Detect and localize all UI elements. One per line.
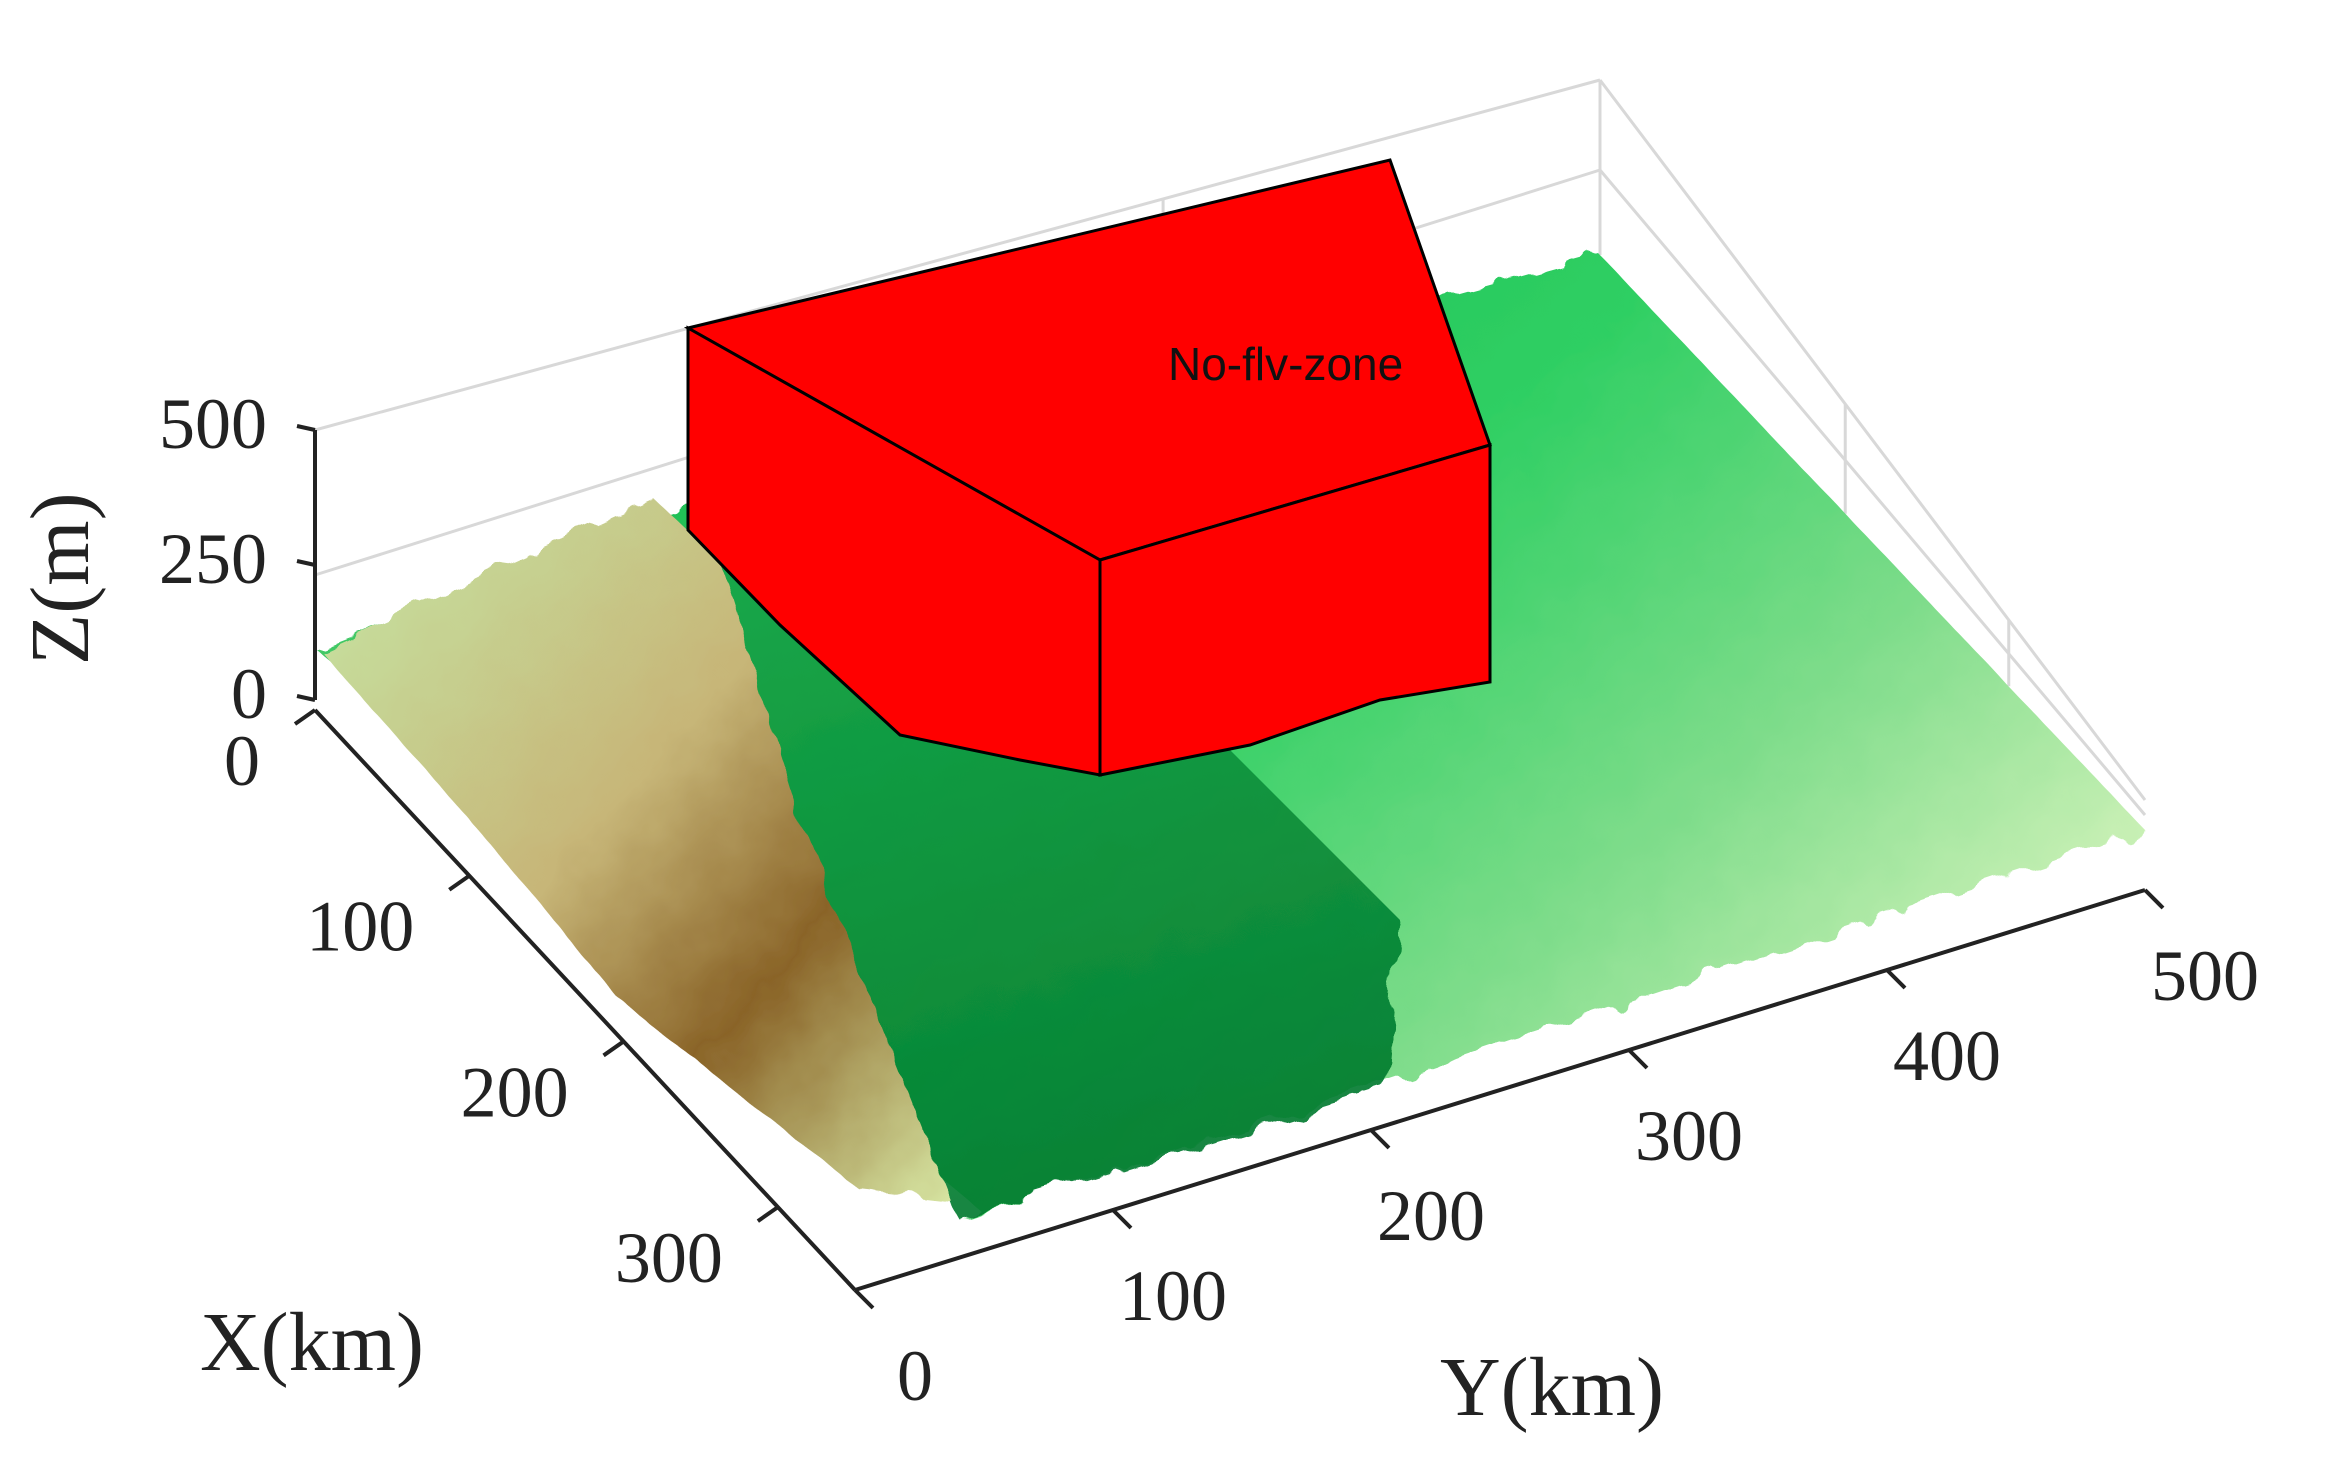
grid-line bbox=[314, 78, 1601, 432]
y-axis-tick-mark bbox=[1885, 968, 1907, 990]
x-axis-tick-mark bbox=[756, 1205, 780, 1223]
no-fly-zone-label: No-flv-zone bbox=[1168, 338, 1403, 390]
y-axis-tick-mark bbox=[1627, 1048, 1649, 1070]
y-axis-tick-label: 500 bbox=[2151, 936, 2259, 1016]
y-axis-tick-mark bbox=[1111, 1208, 1133, 1230]
z-axis-tick-mark bbox=[296, 694, 316, 702]
y-axis-line bbox=[854, 888, 2146, 1292]
z-axis-title: Z(m) bbox=[14, 492, 107, 665]
axes bbox=[293, 424, 2165, 1310]
z-axis-tick-mark bbox=[296, 424, 316, 432]
x-axis-line bbox=[313, 708, 857, 1292]
y-axis-tick-label: 400 bbox=[1893, 1016, 2001, 1096]
x-axis-tick-label: 0 bbox=[224, 721, 260, 801]
y-axis-title: Y(km) bbox=[1440, 1341, 1664, 1434]
z-axis-ticks: 0 250 500 bbox=[159, 384, 267, 734]
y-axis-tick-label: 100 bbox=[1119, 1256, 1227, 1336]
x-axis-ticks: 0 100 200 300 bbox=[224, 721, 723, 1298]
x-axis-tick-mark bbox=[448, 874, 471, 892]
z-axis-tick-label: 250 bbox=[159, 519, 267, 599]
x-axis-tick-label: 200 bbox=[461, 1052, 569, 1132]
y-axis-tick-label: 200 bbox=[1377, 1176, 1485, 1256]
y-axis-ticks: 0 100 200 300 400 500 bbox=[897, 936, 2259, 1416]
no-fly-zone-right-face bbox=[1098, 442, 1492, 777]
x-axis-tick-mark bbox=[293, 708, 317, 726]
y-axis-tick-mark bbox=[1369, 1128, 1391, 1150]
z-axis-tick-mark bbox=[296, 559, 316, 567]
grid-line bbox=[1598, 169, 2147, 816]
terrain-ridge bbox=[320, 500, 950, 1200]
x-axis-tick-mark bbox=[602, 1039, 625, 1058]
x-axis-tick-label: 100 bbox=[306, 887, 414, 967]
z-axis-tick-label: 0 bbox=[231, 654, 267, 734]
no-fly-zone-box: No-flv-zone bbox=[683, 158, 1492, 777]
y-axis-tick-label: 0 bbox=[897, 1336, 933, 1416]
y-axis-tick-mark bbox=[853, 1288, 875, 1310]
y-axis-tick-mark bbox=[2143, 888, 2165, 910]
grid-line bbox=[1598, 79, 2147, 801]
x-axis-title: X(km) bbox=[200, 1296, 424, 1389]
z-axis-tick-label: 500 bbox=[159, 384, 267, 464]
y-axis-tick-label: 300 bbox=[1635, 1096, 1743, 1176]
x-axis-tick-label: 300 bbox=[615, 1218, 723, 1298]
